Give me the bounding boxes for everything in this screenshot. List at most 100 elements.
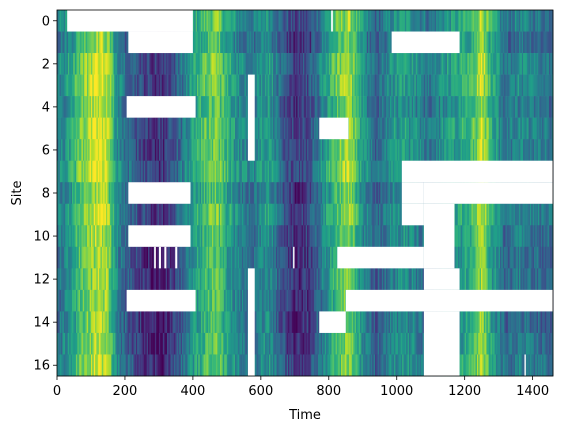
heatmap-cell xyxy=(210,117,213,140)
heatmap-cell xyxy=(86,53,89,75)
heatmap-cell xyxy=(66,225,69,248)
heatmap-cell xyxy=(384,182,387,205)
heatmap-cell xyxy=(258,31,260,54)
heatmap-cell xyxy=(531,268,534,291)
heatmap-cell xyxy=(233,139,236,162)
heatmap-cell xyxy=(187,74,190,97)
heatmap-cell xyxy=(300,268,302,291)
heatmap-cell xyxy=(90,203,93,226)
heatmap-cell xyxy=(308,117,311,140)
heatmap-cell xyxy=(290,182,293,205)
heatmap-cell xyxy=(86,289,89,312)
heatmap-cell xyxy=(175,53,177,75)
heatmap-cell xyxy=(429,96,432,118)
heatmap-cell xyxy=(369,160,372,183)
heatmap-cell xyxy=(308,31,311,54)
heatmap-cell xyxy=(214,203,217,226)
heatmap-cell xyxy=(66,182,69,205)
heatmap-cell xyxy=(110,53,112,75)
heatmap-cell xyxy=(126,160,129,183)
heatmap-cell xyxy=(236,289,239,312)
heatmap-cell xyxy=(119,182,122,205)
heatmap-cell xyxy=(80,246,82,269)
heatmap-cell xyxy=(112,117,115,140)
heatmap-cell xyxy=(256,182,259,205)
heatmap-cell xyxy=(400,225,403,248)
heatmap-cell xyxy=(540,10,543,32)
heatmap-cell xyxy=(501,268,504,291)
heatmap-cell xyxy=(426,53,429,75)
heatmap-cell xyxy=(101,225,104,248)
heatmap-cell xyxy=(78,96,81,118)
heatmap-cell xyxy=(226,182,229,205)
heatmap-cell xyxy=(192,31,195,54)
heatmap-cell xyxy=(259,74,262,97)
heatmap-cell xyxy=(374,203,377,226)
heatmap-cell xyxy=(476,139,479,162)
heatmap-cell xyxy=(323,268,326,291)
heatmap-cell xyxy=(527,139,529,162)
heatmap-cell xyxy=(321,182,324,205)
heatmap-cell xyxy=(192,182,195,205)
heatmap-cell xyxy=(184,160,187,183)
heatmap-cell xyxy=(494,31,497,54)
heatmap-cell xyxy=(78,139,81,162)
heatmap-cell xyxy=(73,117,76,140)
heatmap-cell xyxy=(529,139,532,162)
heatmap-cell xyxy=(362,117,365,140)
heatmap-cell xyxy=(525,96,528,118)
heatmap-cell xyxy=(66,246,69,269)
heatmap-cell xyxy=(97,139,100,162)
heatmap-cell xyxy=(198,96,201,118)
heatmap-cell xyxy=(199,225,202,248)
heatmap-cell xyxy=(502,139,505,162)
heatmap-cell xyxy=(292,203,294,226)
heatmap-cell xyxy=(305,160,308,183)
heatmap-cell xyxy=(470,74,472,97)
heatmap-cell xyxy=(398,182,400,205)
heatmap-cell xyxy=(59,74,62,97)
heatmap-cell xyxy=(472,96,475,118)
heatmap-cell xyxy=(330,74,332,97)
heatmap-cell xyxy=(300,160,302,183)
heatmap-cell xyxy=(505,117,508,140)
heatmap-cell xyxy=(235,31,237,54)
heatmap-cell xyxy=(240,225,243,248)
heatmap-cell xyxy=(365,225,368,248)
heatmap-cell xyxy=(497,203,500,226)
heatmap-cell xyxy=(92,53,95,75)
heatmap-cell xyxy=(408,139,411,162)
heatmap-cell xyxy=(202,53,205,75)
heatmap-cell xyxy=(70,182,73,205)
heatmap-cell xyxy=(311,289,313,312)
heatmap-cell xyxy=(141,160,144,183)
heatmap-cell xyxy=(180,117,183,140)
heatmap-cell xyxy=(224,10,226,32)
heatmap-cell xyxy=(268,53,271,75)
heatmap-cell xyxy=(281,139,283,162)
heatmap-cell xyxy=(521,268,524,291)
heatmap-cell xyxy=(237,96,240,118)
heatmap-cell xyxy=(220,53,222,75)
heatmap-cell xyxy=(247,10,250,32)
heatmap-cell xyxy=(270,53,273,75)
heatmap-cell xyxy=(384,31,387,54)
heatmap-cell xyxy=(398,53,400,75)
heatmap-cell xyxy=(154,74,157,97)
heatmap-cell xyxy=(380,74,383,97)
heatmap-cell xyxy=(69,246,71,269)
heatmap-cell xyxy=(86,96,89,118)
heatmap-cell xyxy=(206,31,209,54)
heatmap-cell xyxy=(245,74,248,97)
heatmap-cell xyxy=(373,10,376,32)
heatmap-cell xyxy=(277,10,279,32)
heatmap-cell xyxy=(376,96,379,118)
heatmap-cell xyxy=(201,53,203,75)
heatmap-cell xyxy=(493,96,495,118)
heatmap-cell xyxy=(256,139,259,162)
heatmap-cell xyxy=(410,225,413,248)
heatmap-cell xyxy=(139,160,142,183)
heatmap-cell xyxy=(156,160,158,183)
heatmap-cell xyxy=(103,268,105,291)
heatmap-cell xyxy=(286,225,289,248)
